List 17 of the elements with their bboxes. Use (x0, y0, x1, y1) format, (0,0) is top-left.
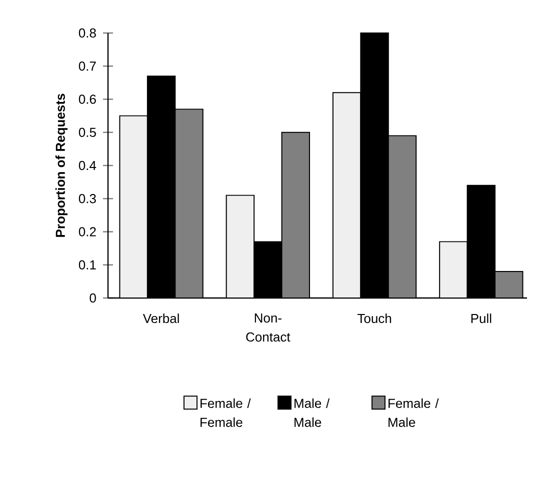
y-tick-label: 0.3 (78, 194, 96, 204)
legend-label: Female / Female (200, 398, 251, 427)
legend-label: Female / Male (388, 398, 439, 427)
x-tick-label: Pull (471, 314, 492, 324)
y-tick-label: 0 (90, 293, 96, 303)
legend-label: Male / Male (294, 398, 330, 427)
x-tick-label: Touch (357, 314, 392, 324)
x-tick-label: Non-Contact (246, 314, 290, 342)
x-tick-label: Verbal (142, 314, 179, 324)
y-tick-label: 0.2 (78, 227, 96, 236)
y-axis-title: Proportion of Requests (55, 94, 68, 237)
y-tick-label: 0.8 (78, 28, 96, 38)
y-tick-label: 0.6 (78, 94, 96, 104)
y-tick-label: 0.7 (78, 62, 96, 71)
y-tick-label: 0.4 (78, 160, 96, 170)
y-tick-label: 0.1 (78, 260, 96, 270)
y-tick-label: 0.5 (78, 128, 96, 137)
